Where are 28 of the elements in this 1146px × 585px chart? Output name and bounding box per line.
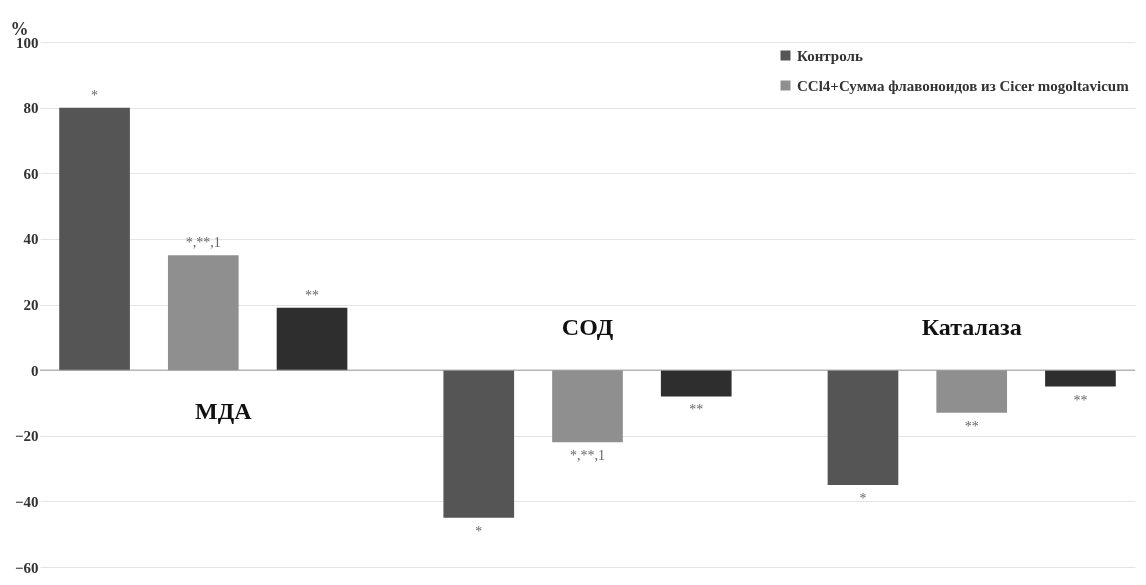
legend-label: Контроль bbox=[797, 47, 863, 64]
data-label: * bbox=[475, 523, 483, 539]
annotation: *,**,1 bbox=[570, 448, 605, 464]
data-label: * bbox=[859, 490, 867, 506]
y-tick-label: −60 bbox=[14, 559, 39, 576]
data-label: ** bbox=[1073, 392, 1088, 408]
y-tick-label: 0 bbox=[31, 362, 39, 379]
bar bbox=[660, 370, 732, 397]
y-tick-label: −20 bbox=[14, 428, 39, 445]
bar bbox=[1045, 370, 1116, 387]
x-tick-label: МДА bbox=[195, 398, 253, 425]
legend-label: CCl4+Сумма флавоноидов из Cicer mogoltavicum bbox=[797, 77, 1130, 94]
bar bbox=[276, 307, 348, 371]
data-label: ** bbox=[305, 287, 320, 303]
x-tick-label: СОД bbox=[561, 314, 614, 341]
y-tick-label: 20 bbox=[23, 297, 39, 313]
y-tick-label: 60 bbox=[23, 165, 39, 182]
y-tick-label: 80 bbox=[23, 100, 39, 117]
data-label: * bbox=[91, 87, 99, 103]
bar bbox=[59, 107, 130, 371]
x-tick-label: Каталаза bbox=[921, 314, 1022, 341]
bar bbox=[443, 370, 515, 518]
y-tick-label: 40 bbox=[23, 231, 39, 248]
annotation: ** bbox=[964, 418, 979, 434]
annotation: *,**,1 bbox=[185, 235, 221, 251]
y-tick-label: −40 bbox=[14, 493, 39, 510]
bar bbox=[827, 370, 899, 485]
data-label: ** bbox=[689, 402, 704, 418]
